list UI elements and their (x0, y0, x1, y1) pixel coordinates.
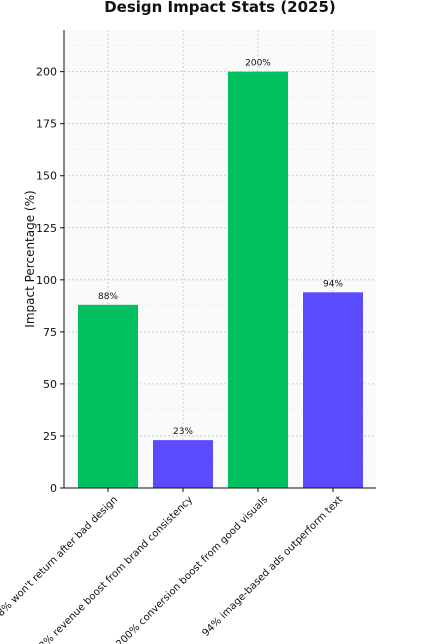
y-axis-label: Impact Percentage (%) (23, 190, 37, 327)
bar (228, 71, 288, 489)
y-tick-label: 125 (36, 222, 57, 235)
y-tick-label: 150 (36, 170, 57, 183)
y-tick-labels: 0 25 50 75 100 125 150 175 200 (36, 66, 64, 495)
y-tick-label: 175 (36, 118, 57, 131)
x-tick-label: 200% conversion boost from good visuals (114, 494, 270, 644)
x-tick-label: 88% won't return after bad design (0, 494, 120, 623)
y-tick-label: 50 (43, 378, 57, 391)
y-tick-label: 200 (36, 66, 57, 79)
bar (78, 304, 138, 488)
y-tick-label: 0 (50, 482, 57, 495)
data-label: 94% (323, 279, 343, 289)
data-label: 200% (245, 59, 271, 69)
x-tick-label: 94% image-based ads outperform text (200, 494, 345, 639)
chart-title: Design Impact Stats (2025) (104, 0, 336, 16)
y-tick-label: 25 (43, 430, 57, 443)
y-tick-label: 100 (36, 274, 57, 287)
grid-lines (64, 30, 376, 488)
data-label: 88% (98, 292, 118, 302)
x-tick-label: 23% revenue boost from brand consistency (33, 494, 195, 644)
data-label: 23% (173, 427, 193, 437)
bar (303, 292, 363, 488)
y-tick-label: 75 (43, 326, 57, 339)
bar (153, 440, 213, 488)
axes (63, 30, 376, 489)
bars: 88% 23% 200% 94% (78, 59, 363, 489)
